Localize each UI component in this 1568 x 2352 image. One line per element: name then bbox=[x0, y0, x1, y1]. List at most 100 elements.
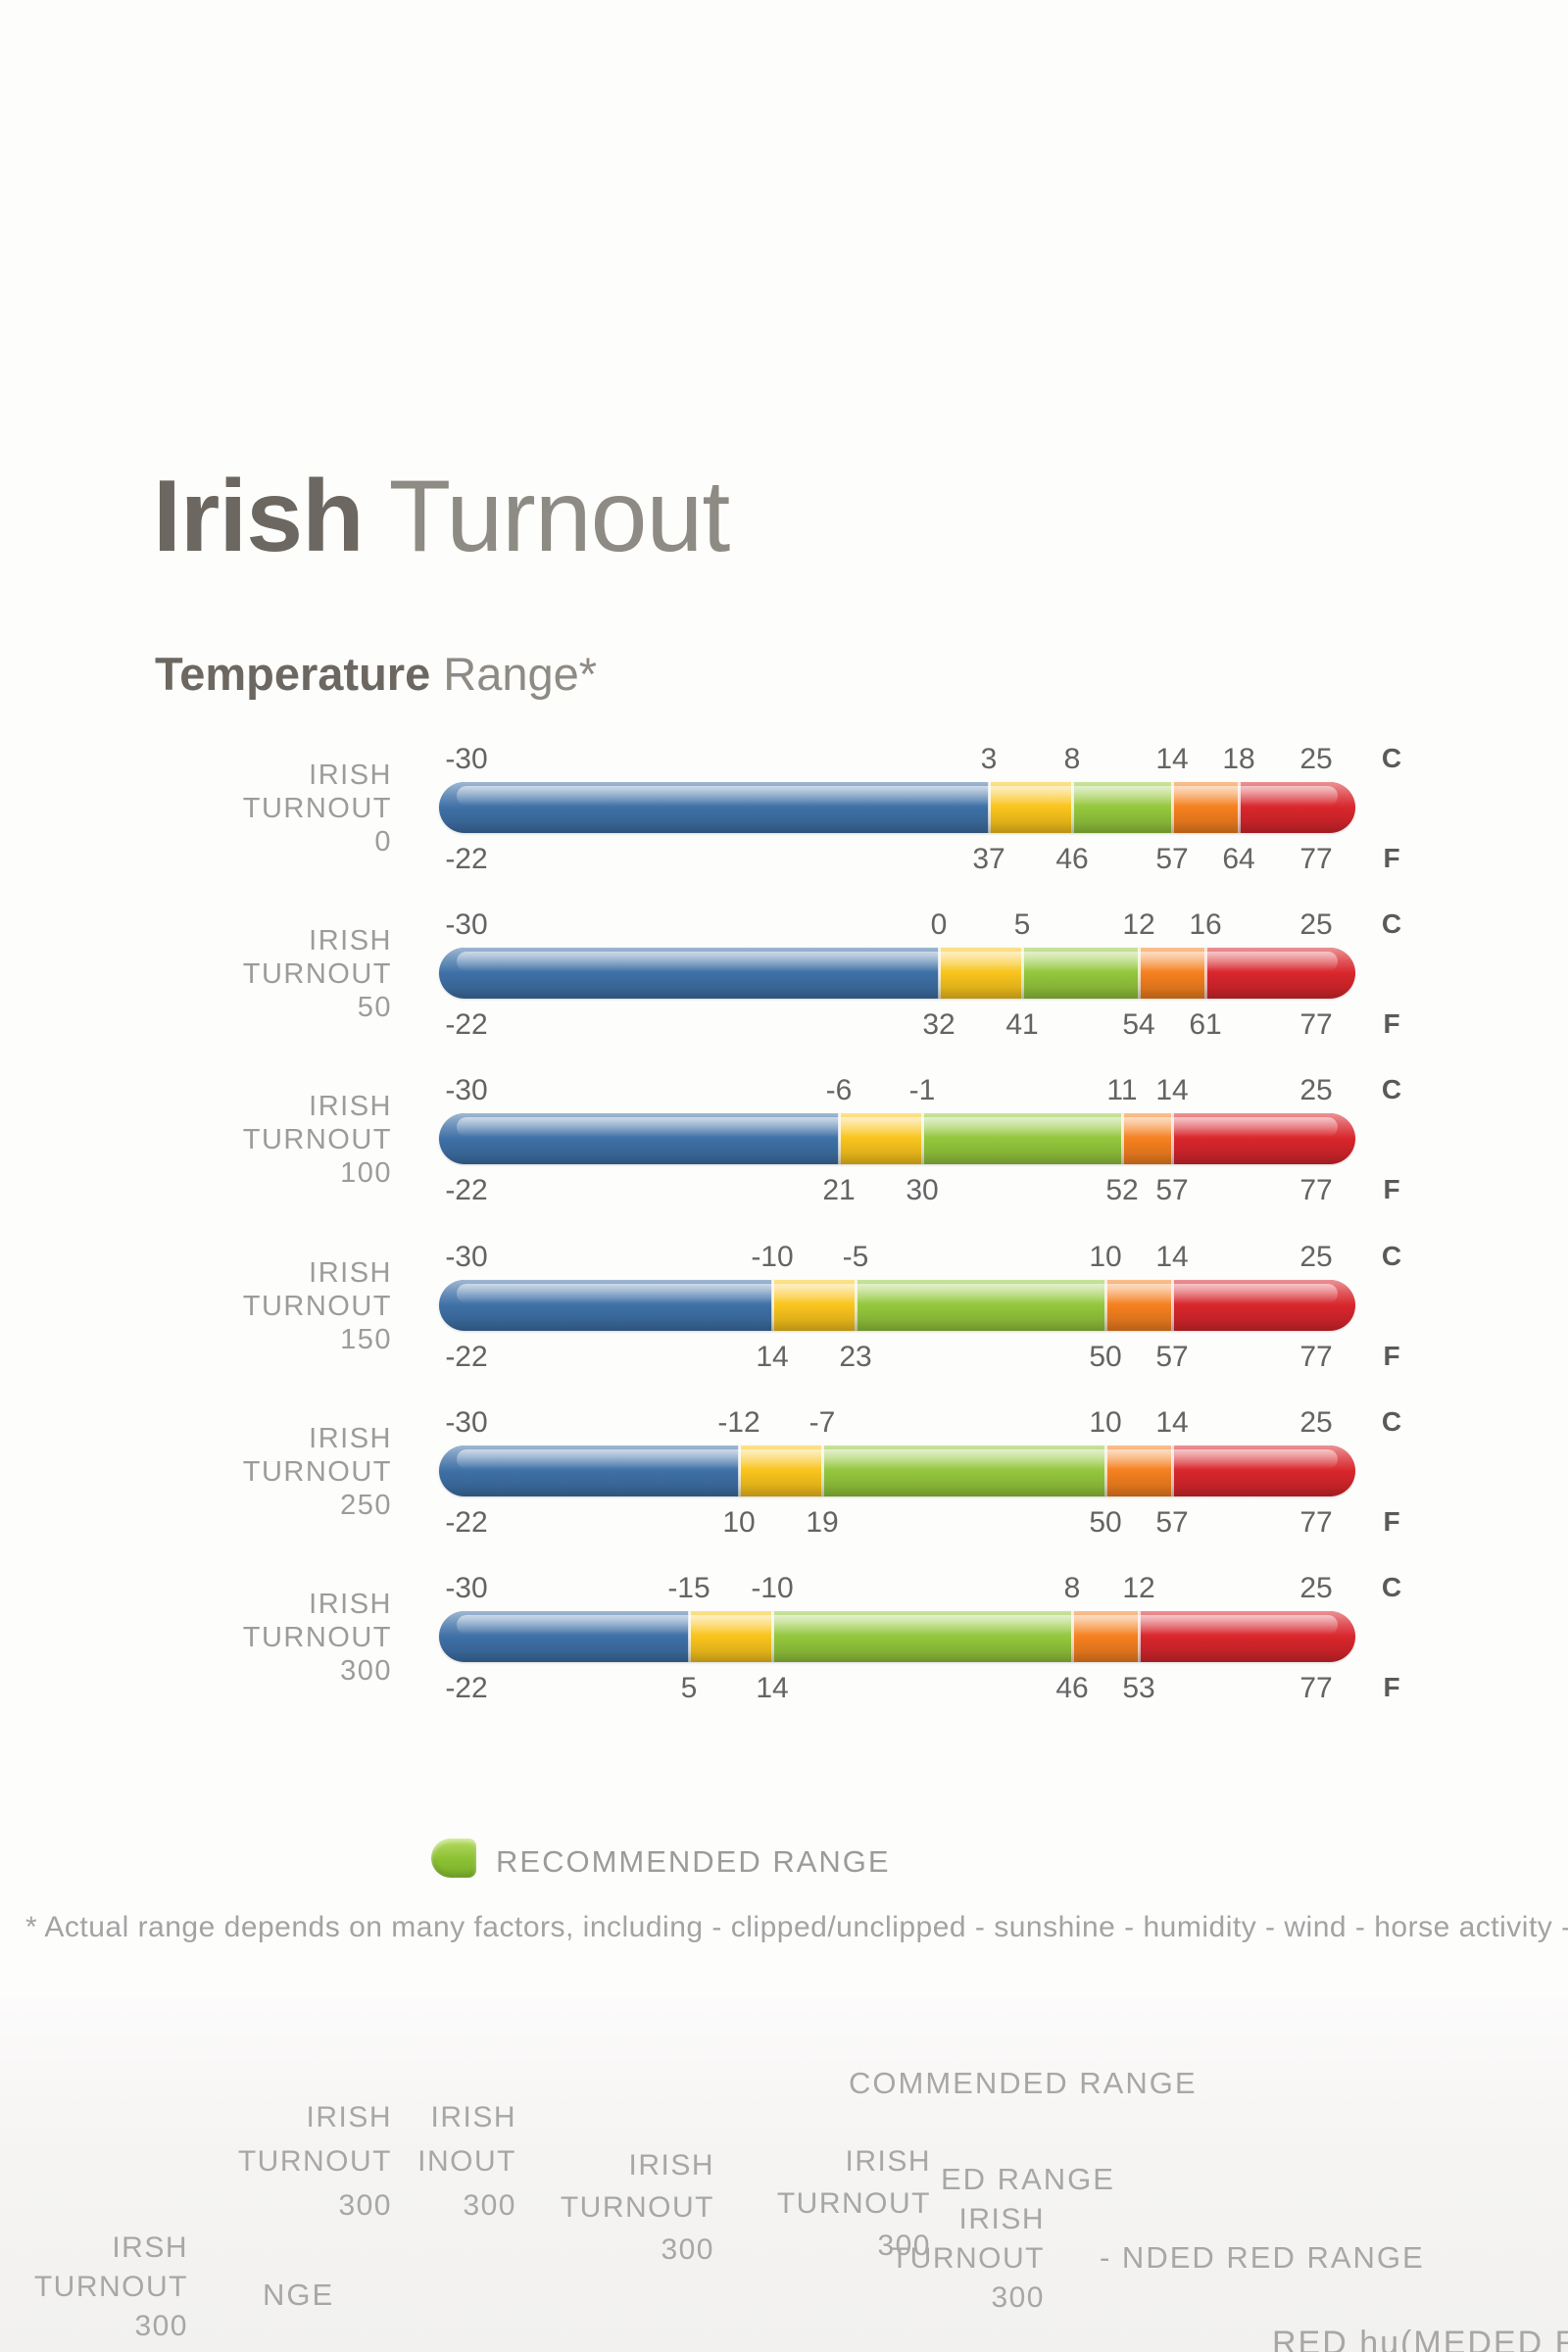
fahrenheit-value: 14 bbox=[756, 1672, 789, 1704]
product-row-150: IRISH TURNOUT 150 -30 -10 -5 10 14 25 -22 14 23 50 57… bbox=[0, 1241, 1568, 1388]
temperature-bar bbox=[439, 1446, 1355, 1496]
ghost-text: NGE bbox=[263, 2278, 335, 2312]
celsius-value: 14 bbox=[1155, 1406, 1189, 1439]
celsius-value: 11 bbox=[1106, 1074, 1138, 1106]
celsius-value: 3 bbox=[980, 743, 998, 775]
celsius-value: 10 bbox=[1089, 1406, 1122, 1439]
celsius-value: 0 bbox=[930, 908, 948, 941]
celsius-unit-label: C bbox=[1381, 1241, 1402, 1271]
celsius-value: 8 bbox=[1063, 1572, 1081, 1604]
celsius-unit-label: C bbox=[1381, 1074, 1402, 1104]
celsius-value: -10 bbox=[751, 1241, 794, 1273]
celsius-value: -15 bbox=[667, 1572, 710, 1604]
celsius-value: -1 bbox=[908, 1074, 936, 1106]
celsius-value: 25 bbox=[1299, 1406, 1333, 1439]
footnote: * Actual range depends on many factors, … bbox=[25, 1911, 1568, 1943]
fahrenheit-value: -22 bbox=[445, 1672, 488, 1704]
fahrenheit-value: 64 bbox=[1222, 843, 1255, 875]
ghost-text: IRISH TURNOUT 300 bbox=[776, 2145, 931, 2262]
celsius-value: -30 bbox=[445, 743, 488, 775]
bar-gloss bbox=[439, 782, 1355, 833]
ghost-text: IRISH TURNOUT 300 bbox=[560, 2149, 714, 2266]
celsius-value: 14 bbox=[1155, 743, 1189, 775]
fahrenheit-value: 50 bbox=[1089, 1506, 1122, 1539]
celsius-unit-label: C bbox=[1381, 908, 1402, 939]
fahrenheit-value: -22 bbox=[445, 1506, 488, 1539]
bar-gloss bbox=[439, 1611, 1355, 1662]
product-label: IRISH TURNOUT 250 bbox=[242, 1423, 392, 1521]
celsius-value: -30 bbox=[445, 1572, 488, 1604]
fahrenheit-value: 52 bbox=[1105, 1174, 1139, 1206]
fahrenheit-value: 57 bbox=[1155, 843, 1189, 875]
product-row-50: IRISH TURNOUT 50 -30 0 5 12 16 25 -22 32 41 54 61 77 C F bbox=[0, 908, 1568, 1055]
celsius-value: 14 bbox=[1155, 1241, 1189, 1273]
temperature-bar bbox=[439, 948, 1355, 999]
fahrenheit-value: 10 bbox=[722, 1506, 756, 1539]
celsius-unit-label: C bbox=[1381, 1406, 1402, 1437]
product-row-100: IRISH TURNOUT 100 -30 -6 -1 11 14 25 -22 21 30 52 57 7… bbox=[0, 1074, 1568, 1221]
celsius-value: -30 bbox=[445, 1406, 488, 1439]
celsius-value: 18 bbox=[1222, 743, 1255, 775]
fahrenheit-value: 50 bbox=[1089, 1341, 1122, 1373]
temperature-bar bbox=[439, 1611, 1355, 1662]
chart-subtitle-bold: Temperature bbox=[155, 648, 431, 700]
fahrenheit-value: -22 bbox=[445, 1174, 488, 1206]
chart-subtitle-light: Range* bbox=[430, 648, 598, 700]
fahrenheit-value: 23 bbox=[839, 1341, 872, 1373]
celsius-value: -30 bbox=[445, 1241, 488, 1273]
ghost-text: RED hu(MEDED RAN bbox=[1272, 2325, 1568, 2352]
product-label: IRISH TURNOUT 0 bbox=[242, 760, 392, 858]
page-title: Irish Turnout bbox=[153, 459, 730, 575]
fahrenheit-value: 77 bbox=[1299, 1341, 1333, 1373]
product-label: IRISH TURNOUT 300 bbox=[242, 1589, 392, 1687]
fahrenheit-value: 57 bbox=[1155, 1174, 1189, 1206]
celsius-value: -10 bbox=[751, 1572, 794, 1604]
ghost-text: IRISH TURNOUT 300 bbox=[890, 2203, 1045, 2314]
bar-gloss bbox=[439, 1280, 1355, 1331]
fahrenheit-unit-label: F bbox=[1383, 843, 1400, 873]
celsius-value: -5 bbox=[842, 1241, 869, 1273]
celsius-value: -12 bbox=[717, 1406, 760, 1439]
fahrenheit-value: 30 bbox=[906, 1174, 939, 1206]
fahrenheit-value: 14 bbox=[756, 1341, 789, 1373]
celsius-value: -30 bbox=[445, 1074, 488, 1106]
fahrenheit-value: 46 bbox=[1055, 843, 1089, 875]
fahrenheit-value: 46 bbox=[1055, 1672, 1089, 1704]
temperature-bar bbox=[439, 782, 1355, 833]
fahrenheit-value: 53 bbox=[1122, 1672, 1155, 1704]
celsius-value: -6 bbox=[825, 1074, 853, 1106]
celsius-value: 25 bbox=[1299, 743, 1333, 775]
ghost-text: ED RANGE bbox=[941, 2162, 1115, 2196]
recommended-range-icon bbox=[431, 1838, 476, 1878]
product-label: IRISH TURNOUT 150 bbox=[242, 1257, 392, 1355]
bar-gloss bbox=[439, 1446, 1355, 1496]
fahrenheit-value: 32 bbox=[922, 1008, 956, 1041]
fahrenheit-value: 37 bbox=[972, 843, 1005, 875]
fahrenheit-value: 77 bbox=[1299, 1506, 1333, 1539]
bar-gloss bbox=[439, 1113, 1355, 1164]
celsius-value: 14 bbox=[1155, 1074, 1189, 1106]
chart-subtitle: Temperature Range* bbox=[155, 647, 597, 701]
page-title-bold: Irish bbox=[153, 460, 365, 573]
fahrenheit-unit-label: F bbox=[1383, 1672, 1400, 1702]
fahrenheit-unit-label: F bbox=[1383, 1174, 1400, 1204]
bottom-faded-band bbox=[0, 1999, 1568, 2352]
ghost-text: IRISH INOUT 300 bbox=[417, 2101, 516, 2222]
fahrenheit-value: -22 bbox=[445, 843, 488, 875]
product-label: IRISH TURNOUT 50 bbox=[242, 925, 392, 1023]
fahrenheit-value: 19 bbox=[806, 1506, 839, 1539]
fahrenheit-value: 77 bbox=[1299, 1672, 1333, 1704]
product-row-250: IRISH TURNOUT 250 -30 -12 -7 10 14 25 -22 10 19 50 57… bbox=[0, 1406, 1568, 1553]
celsius-value: 12 bbox=[1122, 908, 1155, 941]
fahrenheit-value: 77 bbox=[1299, 1174, 1333, 1206]
celsius-value: -7 bbox=[808, 1406, 836, 1439]
fahrenheit-value: -22 bbox=[445, 1341, 488, 1373]
fahrenheit-value: 77 bbox=[1299, 843, 1333, 875]
fahrenheit-value: 57 bbox=[1155, 1506, 1189, 1539]
fahrenheit-value: 77 bbox=[1299, 1008, 1333, 1041]
celsius-value: 25 bbox=[1299, 1074, 1333, 1106]
fahrenheit-unit-label: F bbox=[1383, 1341, 1400, 1371]
celsius-unit-label: C bbox=[1381, 1572, 1402, 1602]
product-label: IRISH TURNOUT 100 bbox=[242, 1091, 392, 1189]
